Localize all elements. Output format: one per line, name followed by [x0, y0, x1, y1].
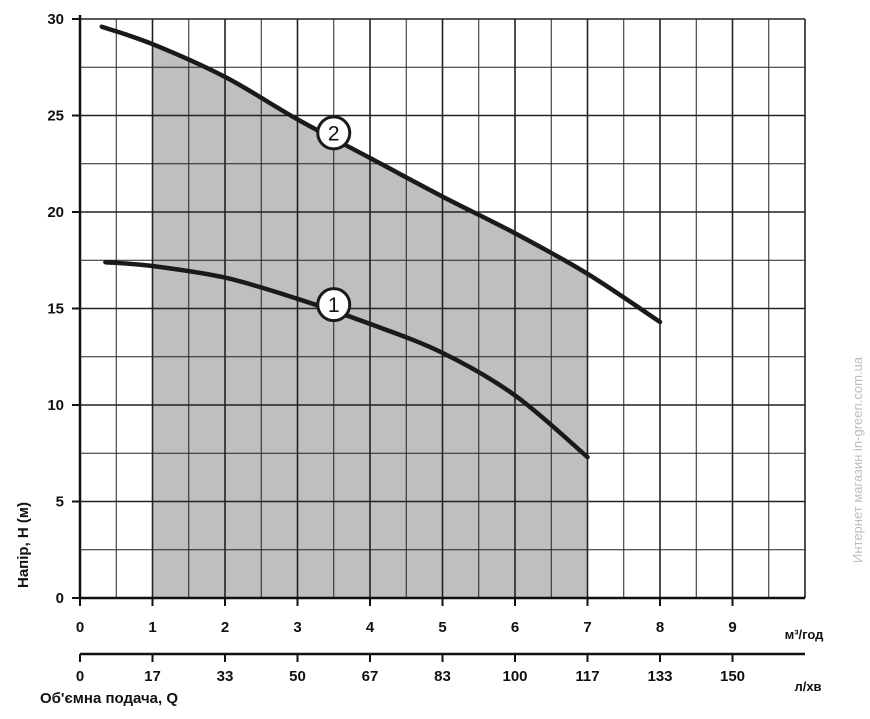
x-tick-label: 1 [148, 619, 156, 636]
secondary-x-tick-label: 83 [434, 668, 451, 685]
x-axis-unit-secondary: л/хв [794, 679, 821, 694]
x-tick-label: 0 [76, 619, 84, 636]
secondary-x-tick-label: 50 [289, 668, 306, 685]
x-axis-title: Об'ємна подача, Q [40, 690, 178, 707]
y-tick-label: 25 [47, 108, 64, 125]
chart-grid [79, 18, 806, 599]
curve-marker-label-1: 1 [328, 294, 340, 317]
curve-marker-circle-1 [316, 287, 352, 323]
x-tick-label: 5 [438, 619, 446, 636]
curve-marker-label-2: 2 [328, 122, 340, 145]
x-axis-unit-primary: м³/год [785, 627, 825, 642]
y-tick-label: 20 [47, 204, 64, 221]
x-tick-label: 8 [656, 619, 664, 636]
x-tick-label: 2 [221, 619, 229, 636]
series-line-2 [99, 24, 663, 325]
y-tick-label: 5 [56, 494, 64, 511]
secondary-x-tick-label: 133 [647, 668, 672, 685]
y-tick-label: 10 [47, 397, 64, 414]
y-tick-label: 30 [47, 11, 64, 28]
x-tick-label: 7 [583, 619, 591, 636]
y-tick-label: 0 [56, 590, 64, 607]
secondary-x-tick-label: 17 [144, 668, 161, 685]
curve-markers: 12 [316, 115, 352, 323]
secondary-x-tick-label: 100 [502, 668, 527, 685]
curve-marker-circle-2 [316, 115, 352, 151]
x-tick-label: 3 [293, 619, 301, 636]
x-tick-label: 4 [366, 619, 375, 636]
x-tick-label: 6 [511, 619, 519, 636]
y-tick-label: 15 [47, 301, 64, 318]
y-axis-title: Напір, Н (м) [15, 502, 32, 588]
secondary-x-tick-label: 0 [76, 668, 84, 685]
secondary-x-tick-label: 117 [575, 668, 599, 685]
chart-axes [72, 15, 805, 662]
secondary-x-tick-label: 67 [362, 668, 379, 685]
watermark-text: Интернет магазин in-green.com.ua [850, 356, 865, 563]
secondary-x-tick-label: 33 [217, 668, 234, 685]
x-tick-label: 9 [728, 619, 736, 636]
secondary-x-tick-label: 150 [720, 668, 745, 685]
